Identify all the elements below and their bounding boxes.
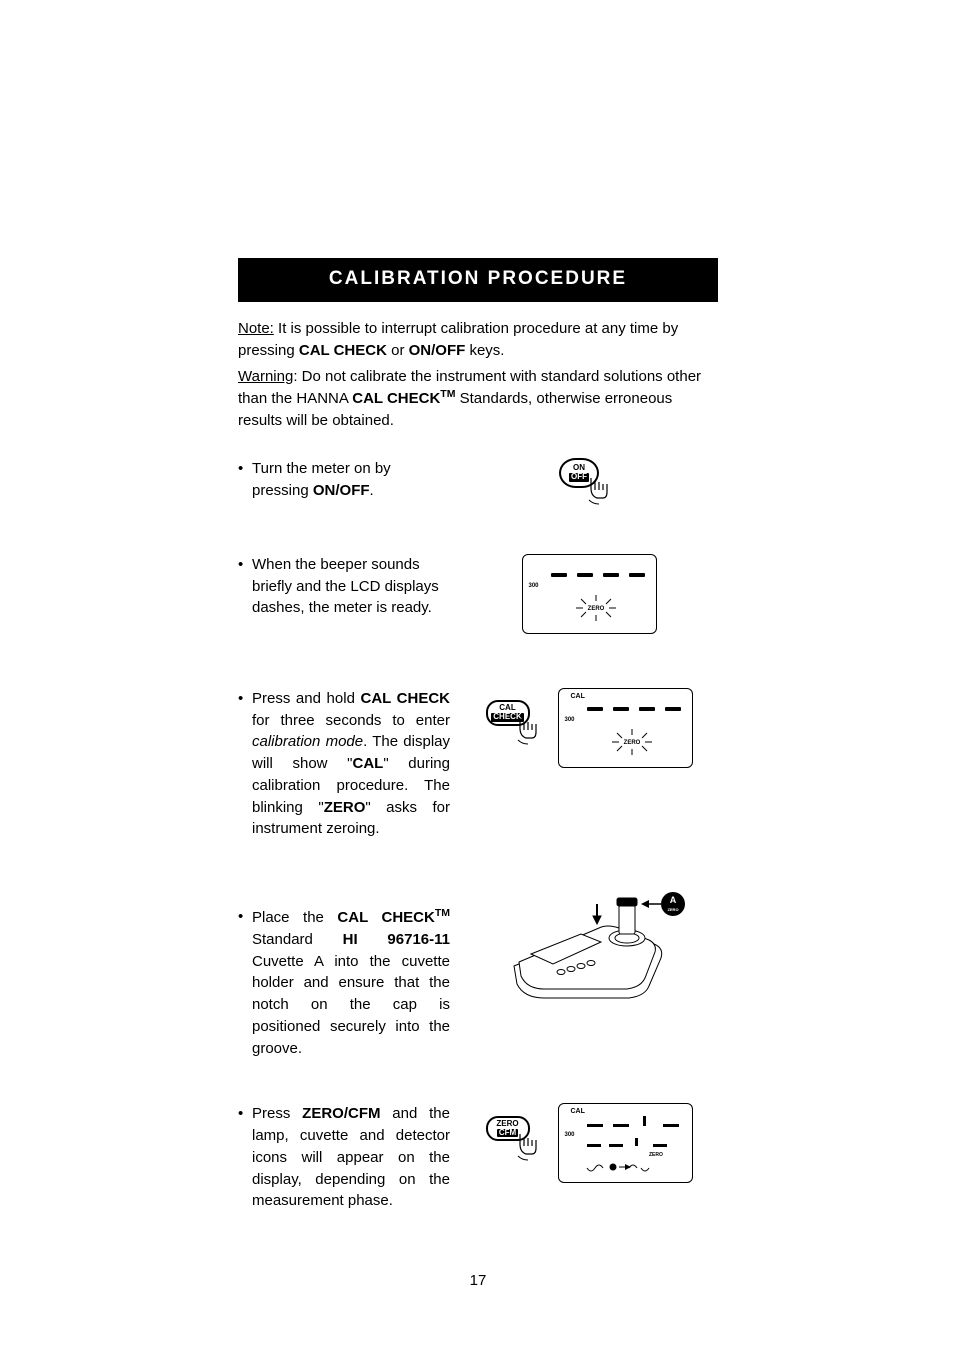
s3-b2: CAL xyxy=(352,755,383,772)
s3-p1: Press and hold xyxy=(252,690,361,707)
s4-p1: Place the xyxy=(252,909,337,926)
intro-note: Note: It is possible to interrupt calibr… xyxy=(238,318,718,432)
s3-b1: CAL CHECK xyxy=(361,690,451,707)
zero-blink-icon: ZERO xyxy=(571,593,621,623)
s4-p3: Cuvette A into the cuvette holder and en… xyxy=(252,953,450,1057)
warning-bold1: CAL CHECK xyxy=(352,390,440,407)
lcd-dashes: 300 ZERO xyxy=(522,554,657,634)
svg-text:ZERO: ZERO xyxy=(649,1152,663,1158)
s4-p2: Standard xyxy=(252,931,343,948)
lcd-zero-cfm: CAL 300 xyxy=(558,1103,693,1183)
step1-text: • Turn the meter on by pressing ON/OFF. xyxy=(238,458,450,502)
lcd-dashes-row-2 xyxy=(587,707,681,711)
svg-text:A: A xyxy=(670,895,677,905)
lcd-unit: 300 xyxy=(529,583,539,589)
step2-figure: 300 ZERO xyxy=(460,554,718,634)
s2-text: When the beeper sounds briefly and the L… xyxy=(252,554,450,619)
s1-bold: ON/OFF xyxy=(313,482,370,499)
warning-tm: TM xyxy=(440,388,455,400)
note-label: Note: xyxy=(238,320,274,337)
s3-b3: ZERO xyxy=(324,799,366,816)
s4-b2: HI 96716-11 xyxy=(343,931,450,948)
hand-press-icon xyxy=(514,714,544,748)
step1-figure: ON OFF xyxy=(460,458,718,513)
lcd-icons: ZERO xyxy=(559,1104,694,1184)
meter-cuvette-illustration: A ZERO xyxy=(489,876,689,1006)
zero-blink-icon: ZERO xyxy=(607,727,657,757)
hand-press-icon xyxy=(585,474,615,508)
lcd-cal-label: CAL xyxy=(571,693,585,700)
s3-p2: for three seconds to enter xyxy=(252,712,450,729)
step5-text: • Press ZERO/CFM and the lamp, cuvette a… xyxy=(238,1103,450,1212)
note-after: keys. xyxy=(465,342,504,359)
svg-text:ZERO: ZERO xyxy=(587,606,604,612)
note-bold1: CAL CHECK xyxy=(299,342,387,359)
step4-text: • Place the CAL CHECKTM Standard HI 9671… xyxy=(238,906,450,1059)
step5-figure: ZERO CFM CAL 300 xyxy=(460,1103,718,1183)
page-number: 17 xyxy=(238,1272,718,1289)
step3-text: • Press and hold CAL CHECK for three sec… xyxy=(238,688,450,840)
s5-b1: ZERO/CFM xyxy=(302,1105,380,1122)
s1-after: . xyxy=(370,482,374,499)
lcd-dashes-row xyxy=(551,573,645,577)
s3-it: calibration mode xyxy=(252,733,363,750)
s5-p1: Press xyxy=(252,1105,302,1122)
section-title: CALIBRATION PROCEDURE xyxy=(238,258,718,302)
hand-press-icon xyxy=(514,1130,544,1164)
lcd-unit-2: 300 xyxy=(565,717,575,723)
note-bold2: ON/OFF xyxy=(409,342,466,359)
note-mid: or xyxy=(387,342,409,359)
s4-b1: CAL CHECK xyxy=(337,909,434,926)
s4-tm: TM xyxy=(435,907,450,919)
svg-text:ZERO: ZERO xyxy=(667,907,678,912)
lcd-cal: CAL 300 ZERO xyxy=(558,688,693,768)
step4-figure: A ZERO xyxy=(460,876,718,1006)
svg-text:ZERO: ZERO xyxy=(623,740,640,746)
step2-text: • When the beeper sounds briefly and the… xyxy=(238,554,450,619)
warning-label: Warning xyxy=(238,368,293,385)
step3-figure: CAL CHECK CAL 300 xyxy=(460,688,718,768)
